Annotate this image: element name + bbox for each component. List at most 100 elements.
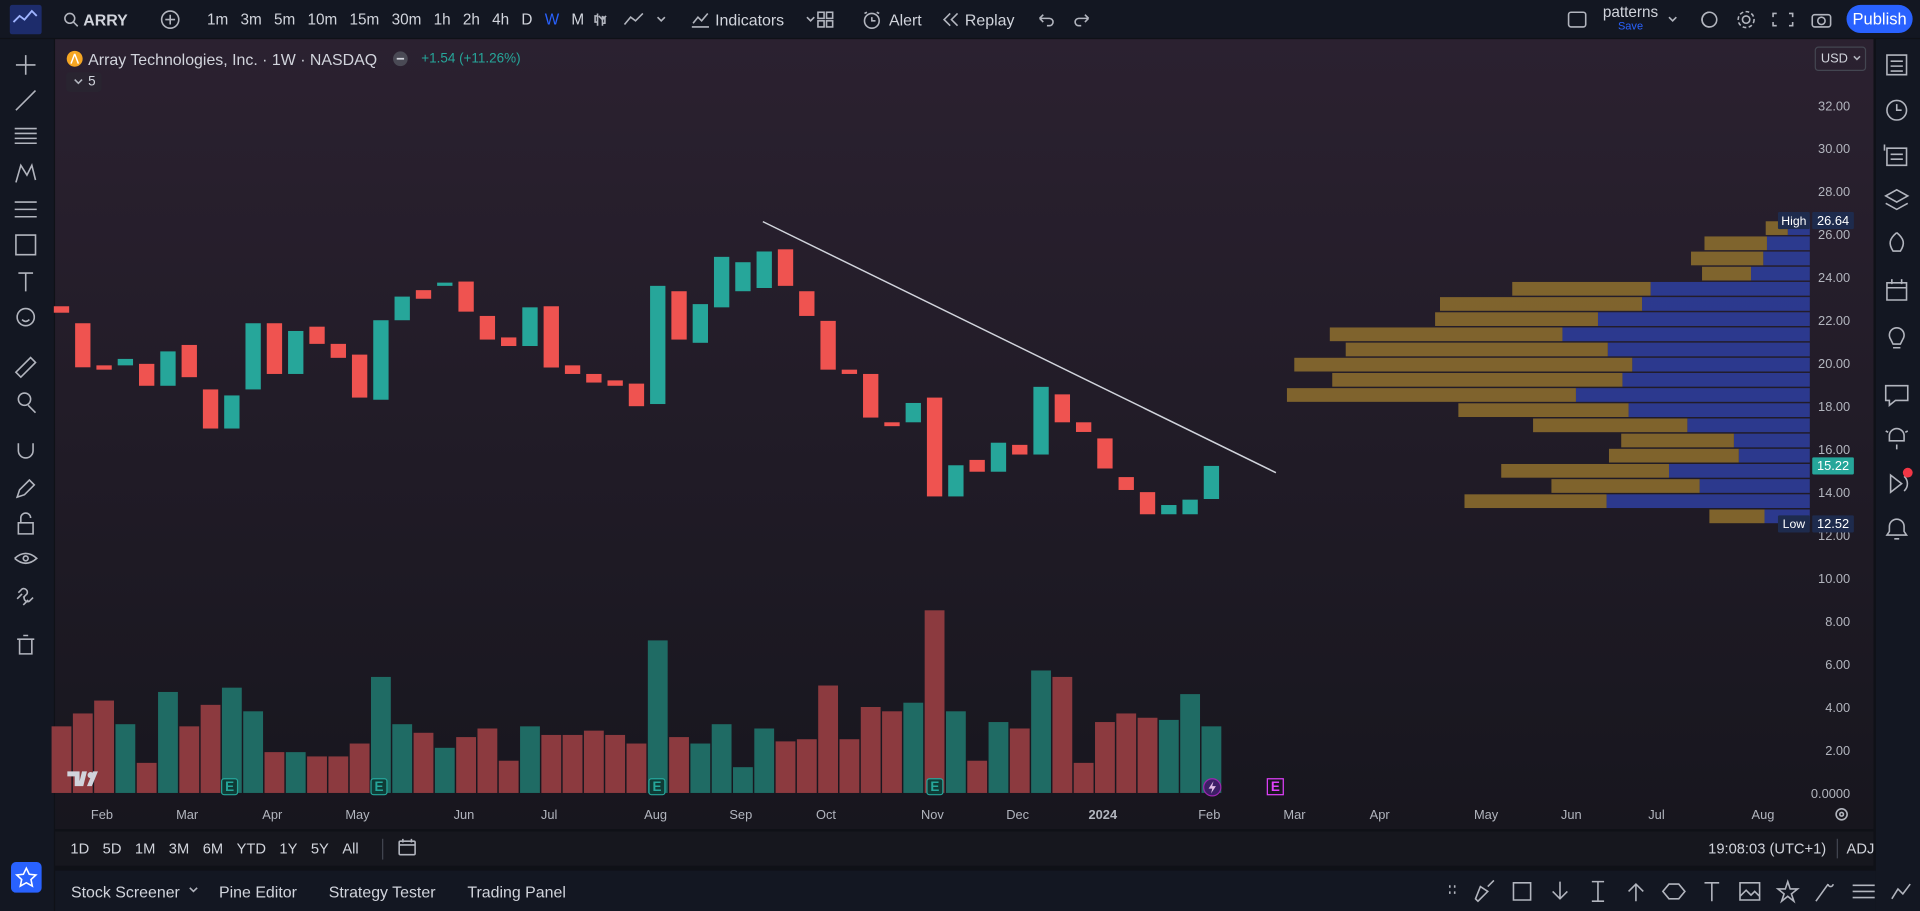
hide-button[interactable] <box>377 50 416 67</box>
drawing-tool[interactable] <box>1775 879 1800 904</box>
interval[interactable]: 4h <box>492 11 510 29</box>
interval[interactable]: 2h <box>462 11 480 29</box>
candle-body <box>160 351 176 386</box>
drawing-tool[interactable] <box>1891 883 1911 900</box>
icon <box>17 443 34 459</box>
left-tool[interactable] <box>17 392 37 414</box>
indicators-button[interactable]: Indicators <box>689 9 820 31</box>
interval[interactable]: 30m <box>391 11 422 29</box>
favorites-button[interactable] <box>11 862 42 893</box>
right-tool[interactable] <box>1888 327 1905 349</box>
future-earnings-marker[interactable]: E <box>1266 778 1284 796</box>
range[interactable]: YTD <box>236 840 266 858</box>
layout-menu[interactable]: patterns Save <box>1567 5 1682 33</box>
icon <box>14 201 37 218</box>
drawing-tool[interactable] <box>1704 882 1720 902</box>
left-tool[interactable] <box>15 55 36 75</box>
left-tool[interactable] <box>16 307 36 327</box>
tab[interactable]: Trading Panel <box>467 882 566 901</box>
symbol-search[interactable]: ARRY <box>64 9 128 31</box>
right-tool[interactable] <box>1884 188 1910 211</box>
publish-button[interactable]: Publish <box>1846 4 1913 34</box>
interval[interactable]: W <box>544 11 560 29</box>
right-tool[interactable] <box>1885 518 1909 540</box>
left-tool[interactable] <box>14 356 37 379</box>
left-tool[interactable] <box>14 127 37 145</box>
earnings-marker[interactable]: E <box>648 778 666 796</box>
interval[interactable]: 10m <box>307 11 338 29</box>
range[interactable]: 1D <box>70 840 90 858</box>
chart-style[interactable] <box>593 9 679 31</box>
alert-button[interactable]: Alert <box>861 9 922 31</box>
range[interactable]: 1Y <box>279 840 298 858</box>
drawing-tool[interactable] <box>1512 882 1532 901</box>
undo-redo[interactable] <box>1035 9 1096 31</box>
replay-button[interactable]: Replay <box>940 9 1014 31</box>
volume-bar <box>158 691 178 793</box>
earnings-marker[interactable]: E <box>221 778 239 796</box>
layouts-button[interactable] <box>816 9 836 31</box>
candle-body <box>586 373 602 383</box>
interval[interactable]: D <box>521 11 533 29</box>
left-tool[interactable] <box>17 443 34 459</box>
dividend-marker[interactable] <box>1203 778 1222 797</box>
right-tool[interactable] <box>1886 279 1908 301</box>
left-tool[interactable] <box>17 512 34 535</box>
left-tool[interactable] <box>14 201 37 218</box>
range[interactable]: 6M <box>202 840 224 858</box>
interval[interactable]: 1m <box>206 11 229 29</box>
tab[interactable]: Strategy Tester <box>328 882 436 901</box>
interval[interactable]: M <box>571 11 585 29</box>
range[interactable]: All <box>342 840 359 858</box>
drawing-tool[interactable] <box>1552 881 1568 900</box>
right-tool[interactable] <box>1889 467 1913 494</box>
adj-button[interactable]: ADJ <box>1836 838 1874 859</box>
right-tool[interactable] <box>1885 427 1909 450</box>
right-tool[interactable] <box>1886 99 1908 121</box>
range[interactable]: 5Y <box>310 840 329 858</box>
tab-chevron[interactable] <box>187 883 199 900</box>
interval[interactable]: 1h <box>433 11 451 29</box>
x-tick-label: Sep <box>729 807 752 822</box>
interval[interactable]: 5m <box>273 11 296 29</box>
range[interactable]: 5D <box>102 840 122 858</box>
currency-select[interactable]: USD <box>1814 46 1867 72</box>
left-tool[interactable] <box>15 90 37 111</box>
interval[interactable]: 15m <box>349 11 380 29</box>
drawing-tool[interactable] <box>1852 884 1875 899</box>
left-tool[interactable] <box>18 272 34 292</box>
range[interactable]: 3M <box>168 840 190 858</box>
drawing-tool[interactable] <box>1661 883 1686 900</box>
icon <box>17 512 34 535</box>
trend-line[interactable] <box>762 220 1277 474</box>
drawing-tool[interactable] <box>1815 883 1834 902</box>
interval[interactable]: 3m <box>240 11 262 29</box>
volume-bar <box>541 734 562 793</box>
tab[interactable]: Pine Editor <box>219 882 297 901</box>
drawing-tool[interactable] <box>1739 882 1761 901</box>
high-price-bg <box>1812 211 1854 230</box>
tab[interactable]: Stock Screener <box>71 882 180 901</box>
right-tool[interactable] <box>1886 54 1908 76</box>
drawing-tool[interactable] <box>1591 880 1605 903</box>
right-tool[interactable] <box>1889 232 1905 252</box>
right-tool[interactable] <box>1884 384 1909 407</box>
compare-button[interactable] <box>160 9 180 31</box>
left-tool[interactable] <box>14 552 38 565</box>
left-tool[interactable] <box>15 234 37 256</box>
range[interactable]: 1M <box>134 840 156 858</box>
top-right-icons[interactable] <box>1700 9 1837 31</box>
drawing-tool[interactable] <box>1474 879 1495 903</box>
drawing-tool[interactable] <box>1628 882 1644 902</box>
indicators-toggle[interactable]: 5 <box>66 72 102 92</box>
earnings-marker[interactable]: E <box>370 778 388 796</box>
right-tool[interactable] <box>1883 144 1908 167</box>
left-tool[interactable] <box>17 634 35 655</box>
left-tool[interactable] <box>15 478 36 499</box>
earnings-label: E <box>374 779 383 794</box>
date-range-button[interactable] <box>382 838 419 859</box>
gear[interactable] <box>1835 807 1848 821</box>
left-tool[interactable] <box>15 163 37 183</box>
left-tool[interactable] <box>16 587 34 606</box>
earnings-marker[interactable]: E <box>926 778 944 796</box>
